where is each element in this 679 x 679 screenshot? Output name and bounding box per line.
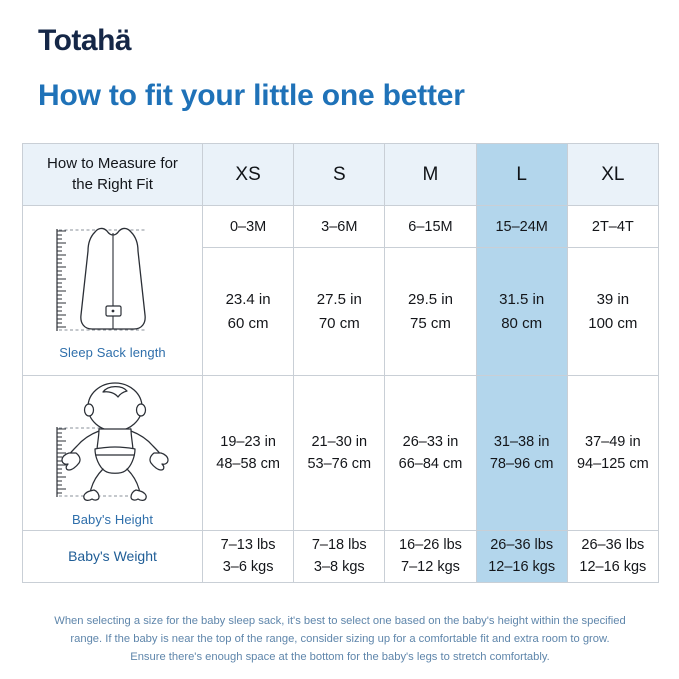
height-cell-xl: 37–49 in 94–125 cm bbox=[566, 375, 659, 531]
weight-lbs-xl: 26–36 lbs bbox=[581, 536, 645, 553]
length-in-l: 31.5 in bbox=[499, 291, 545, 309]
age-cell-xl: 2T–4T bbox=[566, 205, 659, 248]
length-cell-s: 27.5 in 70 cm bbox=[293, 247, 386, 376]
height-cm-l: 78–96 cm bbox=[489, 456, 554, 472]
size-header-xl[interactable]: XL bbox=[566, 143, 659, 206]
weight-kgs-xs: 3–6 kgs bbox=[222, 558, 274, 575]
length-cell-xl: 39 in 100 cm bbox=[566, 247, 659, 376]
sleep-sack-caption: Sleep Sack length bbox=[59, 345, 166, 360]
brand-logo: Totahä bbox=[38, 24, 132, 57]
footnote-line-1: When selecting a size for the baby sleep… bbox=[54, 615, 626, 627]
height-in-l: 31–38 in bbox=[493, 433, 550, 450]
table-header-row: How to Measure for the Right Fit XS S M … bbox=[22, 143, 659, 206]
weight-kgs-s: 3–8 kgs bbox=[313, 558, 365, 575]
baby-height-caption: Baby's Height bbox=[71, 512, 154, 527]
size-header-xs[interactable]: XS bbox=[201, 143, 295, 206]
height-cell-s: 21–30 in 53–76 cm bbox=[293, 375, 386, 531]
height-cell-m: 26–33 in 66–84 cm bbox=[384, 375, 477, 531]
size-header-m[interactable]: M bbox=[384, 143, 477, 206]
weight-cell-xl: 26–36 lbs 12–16 kgs bbox=[566, 530, 659, 583]
table-row-sleep-sack-length: 23.4 in 60 cm 27.5 in 70 cm 29.5 in 75 c… bbox=[23, 247, 659, 376]
height-in-m: 26–33 in bbox=[402, 433, 459, 450]
height-cell-l: 31–38 in 78–96 cm bbox=[475, 375, 568, 531]
table-row-baby-height: Baby's Height 19–23 in 48–58 cm 21–30 in… bbox=[22, 375, 659, 531]
baby-illustration-cell: Baby's Height bbox=[22, 375, 203, 531]
sleep-sack-illustration-cell: Sleep Sack length bbox=[22, 205, 203, 376]
length-cm-xl: 100 cm bbox=[588, 314, 638, 332]
weight-cell-l: 26–36 lbs 12–16 kgs bbox=[475, 530, 568, 583]
measure-header-cell: How to Measure for the Right Fit bbox=[22, 143, 203, 206]
length-cm-xs: 60 cm bbox=[227, 314, 269, 332]
length-in-xl: 39 in bbox=[596, 291, 630, 309]
size-header-l[interactable]: L bbox=[475, 143, 568, 206]
table-row-age: Sleep Sack length 0–3M 3–6M 6–15M 15–24M… bbox=[22, 205, 659, 376]
age-cell-l: 15–24M bbox=[475, 205, 568, 248]
weight-kgs-m: 7–12 kgs bbox=[401, 558, 460, 575]
weight-lbs-l: 26–36 lbs bbox=[490, 536, 554, 553]
page-title: How to fit your little one better bbox=[38, 79, 465, 112]
size-header-s[interactable]: S bbox=[293, 143, 386, 206]
height-in-s: 21–30 in bbox=[311, 433, 368, 450]
weight-lbs-m: 16–26 lbs bbox=[399, 536, 462, 553]
footnote: When selecting a size for the baby sleep… bbox=[22, 612, 658, 666]
length-cm-l: 80 cm bbox=[501, 314, 543, 332]
age-cell-xs: 0–3M bbox=[201, 205, 295, 248]
height-cm-s: 53–76 cm bbox=[307, 456, 372, 472]
weight-kgs-l: 12–16 kgs bbox=[488, 558, 556, 575]
weight-cell-xs: 7–13 lbs 3–6 kgs bbox=[201, 530, 295, 583]
weight-cell-s: 7–18 lbs 3–8 kgs bbox=[293, 530, 386, 583]
footnote-line-2: range. If the baby is near the top of th… bbox=[70, 633, 610, 646]
weight-lbs-s: 7–18 lbs bbox=[311, 536, 367, 553]
length-cm-s: 70 cm bbox=[318, 314, 360, 332]
length-cell-l: 31.5 in 80 cm bbox=[475, 247, 568, 376]
height-cm-xs: 48–58 cm bbox=[216, 456, 280, 472]
weight-lbs-xs: 7–13 lbs bbox=[220, 536, 276, 553]
weight-cell-m: 16–26 lbs 7–12 kgs bbox=[384, 530, 477, 583]
weight-kgs-xl: 12–16 kgs bbox=[579, 558, 647, 575]
height-in-xs: 19–23 in bbox=[220, 433, 276, 450]
length-cell-m: 29.5 in 75 cm bbox=[384, 247, 477, 376]
baby-weight-label-cell: Baby's Weight bbox=[22, 530, 203, 583]
length-cm-m: 75 cm bbox=[410, 314, 451, 332]
size-chart-table: How to Measure for the Right Fit XS S M … bbox=[22, 143, 659, 583]
footnote-line-3: Ensure there's enough space at the botto… bbox=[130, 651, 550, 664]
age-cell-s: 3–6M bbox=[293, 205, 386, 248]
length-in-s: 27.5 in bbox=[316, 291, 362, 309]
height-cm-m: 66–84 cm bbox=[398, 456, 463, 472]
baby-illustration bbox=[33, 379, 193, 510]
length-cell-xs: 23.4 in 60 cm bbox=[201, 247, 295, 376]
age-cell-m: 6–15M bbox=[384, 205, 477, 248]
sleep-sack-illustration bbox=[35, 221, 190, 343]
length-in-m: 29.5 in bbox=[407, 291, 453, 309]
baby-weight-label: Baby's Weight bbox=[68, 547, 157, 564]
table-row-baby-weight: Baby's Weight 7–13 lbs 3–6 kgs 7–18 lbs … bbox=[22, 530, 659, 583]
height-cell-xs: 19–23 in 48–58 cm bbox=[201, 375, 295, 531]
height-cm-xl: 94–125 cm bbox=[576, 456, 649, 472]
length-in-xs: 23.4 in bbox=[225, 291, 271, 309]
height-in-xl: 37–49 in bbox=[585, 433, 641, 450]
